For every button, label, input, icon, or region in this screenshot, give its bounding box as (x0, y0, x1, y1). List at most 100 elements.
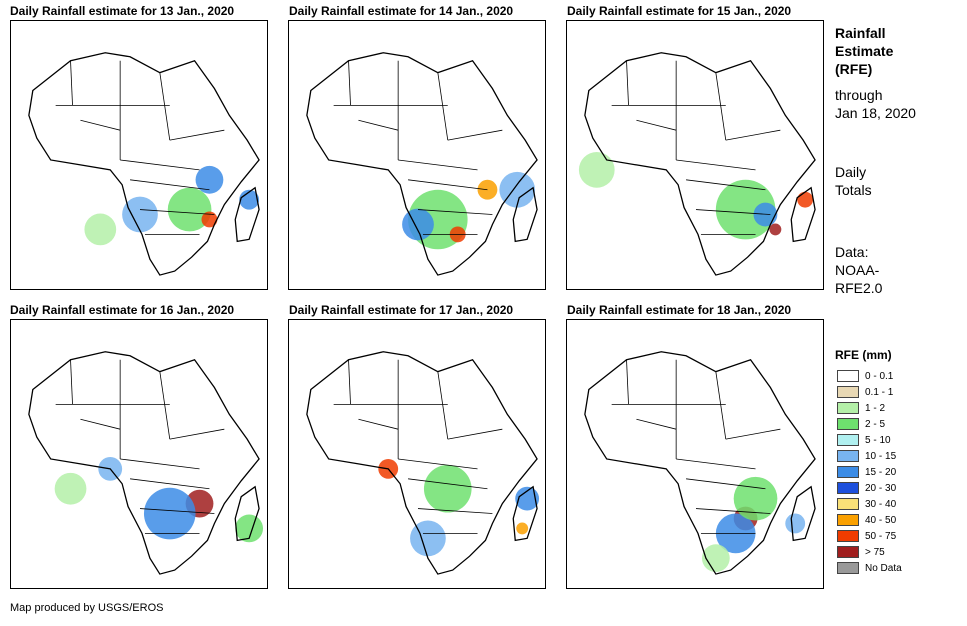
legend-swatch (837, 418, 859, 430)
country-border (636, 119, 677, 131)
legend-swatch (837, 546, 859, 558)
legend-label: 0 - 0.1 (865, 370, 894, 382)
sidebar-daily: Daily (835, 164, 867, 180)
rainfall-area (797, 191, 814, 208)
country-border (447, 129, 503, 141)
legend-swatch (837, 482, 859, 494)
legend-item: 10 - 15 (837, 448, 902, 464)
map-13jan (10, 20, 268, 290)
legend-swatch (837, 370, 859, 382)
legend-item: 40 - 50 (837, 512, 902, 528)
africa-map-svg (306, 351, 540, 575)
country-border (636, 418, 677, 430)
madagascar-outline (790, 186, 816, 243)
map-14jan (288, 20, 546, 290)
country-border (447, 428, 503, 440)
rainfall-area (167, 187, 212, 232)
legend-swatch (837, 466, 859, 478)
sidebar-heading-2: Estimate (835, 43, 894, 59)
sidebar-date: Jan 18, 2020 (835, 105, 916, 121)
country-border (437, 371, 449, 440)
africa-map-svg (28, 52, 260, 276)
sidebar-data-label: Data: (835, 244, 869, 260)
africa-map-svg (28, 351, 264, 575)
country-border (159, 371, 171, 440)
country-border (130, 179, 210, 191)
country-border (437, 72, 449, 141)
country-border (130, 478, 210, 490)
panel-title-18jan: Daily Rainfall estimate for 18 Jan., 202… (567, 303, 792, 317)
africa-coastline (28, 52, 260, 276)
madagascar-outline (512, 485, 538, 542)
country-border (408, 478, 488, 490)
legend-label: 40 - 50 (865, 514, 897, 526)
country-border (159, 72, 171, 141)
rainfall-area (201, 211, 218, 228)
country-border (725, 428, 781, 440)
legend-label: > 75 (865, 546, 885, 558)
country-border (686, 179, 766, 191)
legend-label: 1 - 2 (865, 402, 886, 414)
africa-coastline (584, 52, 816, 276)
legend-label: No Data (865, 562, 902, 574)
legend-label: 10 - 15 (865, 450, 897, 462)
legend-swatch (837, 402, 859, 414)
panel-title-17jan: Daily Rainfall estimate for 17 Jan., 202… (289, 303, 514, 317)
sidebar-through: through (835, 87, 883, 103)
legend-item: No Data (837, 560, 902, 576)
rainfall-area (239, 189, 260, 210)
legend-item: 30 - 40 (837, 496, 902, 512)
legend-label: 5 - 10 (865, 434, 891, 446)
map-17jan (288, 319, 546, 589)
rainfall-area (122, 196, 158, 233)
rainfall-area (54, 472, 87, 505)
rainfall-area (402, 208, 434, 241)
rainfall-area (769, 223, 782, 236)
legend-label: 20 - 30 (865, 482, 897, 494)
legend-item: 0 - 0.1 (837, 368, 902, 384)
rainfall-area (785, 513, 806, 534)
madagascar-outline (512, 186, 538, 243)
rainfall-area (516, 522, 529, 535)
country-border (676, 458, 756, 470)
country-border (80, 119, 121, 131)
legend-swatch (837, 498, 859, 510)
legend-item: 2 - 5 (837, 416, 902, 432)
rainfall-area (410, 520, 446, 557)
africa-coastline (306, 351, 538, 575)
country-border (80, 418, 121, 430)
country-border (70, 60, 73, 106)
rainfall-area (733, 476, 778, 521)
country-border (715, 371, 727, 440)
country-border (169, 129, 225, 141)
legend-item: 50 - 75 (837, 528, 902, 544)
legend-swatch (837, 386, 859, 398)
africa-coastline (28, 351, 260, 575)
rainfall-area (423, 464, 472, 513)
country-border (348, 359, 351, 405)
legend-label: 30 - 40 (865, 498, 897, 510)
legend-item: 5 - 10 (837, 432, 902, 448)
legend-label: 50 - 75 (865, 530, 897, 542)
country-border (169, 428, 225, 440)
rainfall-area (578, 152, 615, 188)
rainfall-area (195, 165, 224, 194)
legend-label: 15 - 20 (865, 466, 897, 478)
country-border (120, 159, 200, 171)
rainfall-area (701, 544, 730, 573)
country-border (358, 418, 399, 430)
panel-title-15jan: Daily Rainfall estimate for 15 Jan., 202… (567, 4, 792, 18)
country-border (417, 508, 493, 514)
sidebar-data-source-1: NOAA- (835, 262, 880, 278)
country-border (695, 209, 771, 215)
legend-item: 0.1 - 1 (837, 384, 902, 400)
legend-swatch (837, 450, 859, 462)
panel-title-13jan: Daily Rainfall estimate for 13 Jan., 202… (10, 4, 235, 18)
legend-item: > 75 (837, 544, 902, 560)
country-border (139, 508, 215, 514)
madagascar-outline (790, 485, 816, 542)
sidebar-data-source-2: RFE2.0 (835, 280, 883, 296)
rainfall-area (235, 514, 264, 543)
footer-credit: Map produced by USGS/EROS (10, 602, 164, 614)
africa-coastline (306, 52, 538, 276)
